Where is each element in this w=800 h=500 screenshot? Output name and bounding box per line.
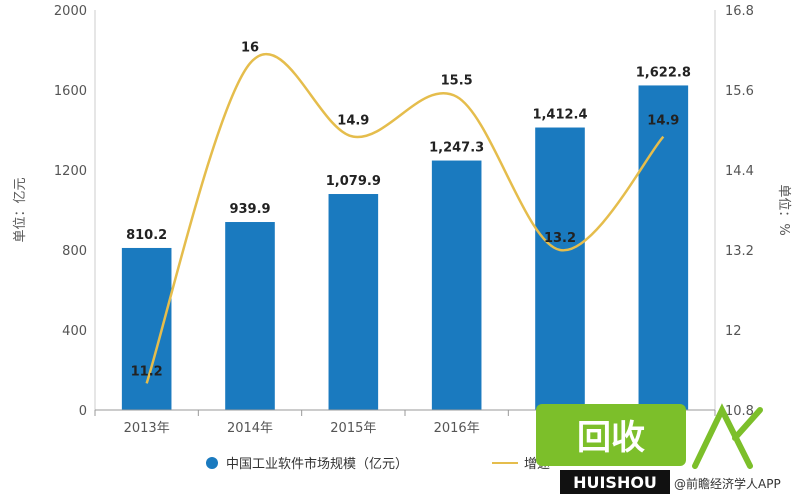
plot-area: 810.2 939.9 1,079.9 1,247.3 1,412.4 1,622.8 11… [121, 40, 691, 411]
watermark-logo-box [536, 404, 686, 466]
bar-3 [431, 160, 482, 410]
growth-line [145, 53, 665, 384]
bar-1 [225, 222, 275, 410]
line-value-label: 11.2 [131, 364, 163, 379]
watermark-domain-box [560, 470, 670, 494]
bar-5 [638, 85, 689, 410]
watermark-domain-text: HUISHOU [573, 473, 657, 492]
line-value-label: 15.5 [441, 74, 473, 89]
y-tick-label: 0 [79, 404, 87, 419]
y-axis-label: 单位：亿元 [13, 177, 28, 242]
y-tick-label: 400 [62, 324, 87, 339]
x-tick-label: 2014年 [227, 421, 273, 436]
y2-tick-label: 16.8 [725, 4, 754, 19]
y-tick-label: 800 [62, 244, 87, 259]
bar-value-label: 1,247.3 [429, 141, 484, 156]
y-tick-label: 1200 [54, 164, 87, 179]
y2-tick-label: 14.4 [725, 164, 754, 179]
watermark-mark-icon [692, 403, 763, 469]
line-value-label: 14.9 [647, 114, 679, 129]
y2-tick-label: 13.2 [725, 244, 754, 259]
y2-axis-label: 单位：% [776, 184, 791, 235]
line-value-label: 16 [241, 40, 259, 55]
bar-value-label: 1,079.9 [326, 174, 381, 189]
x-tick-label: 2015年 [330, 421, 376, 436]
watermark: 回收 HUISHOU @前瞻经济学人APP [536, 403, 781, 494]
y2-tick-label: 15.6 [725, 84, 754, 99]
bar-value-label: 939.9 [229, 202, 270, 217]
y2-tick-label: 12 [725, 324, 742, 339]
bar-2 [328, 194, 379, 410]
bar-4 [535, 127, 585, 411]
y2-tick-label: 10.8 [725, 404, 754, 419]
y-tick-label: 2000 [54, 4, 87, 19]
bar-0 [121, 247, 172, 410]
left-axis: 0 400 800 1200 1600 2000 [54, 4, 96, 419]
legend: 中国工业软件市场规模（亿元） 增速 [206, 456, 550, 472]
x-tick-label: 2016年 [434, 421, 480, 436]
line-value-label: 13.2 [544, 231, 576, 246]
line-value-label: 14.9 [337, 114, 369, 129]
watermark-logo-text: 回收 [577, 418, 645, 458]
bar-value-label: 1,622.8 [636, 65, 691, 80]
bar-value-label: 1,412.4 [532, 108, 587, 123]
watermark-source-text: @前瞻经济学人APP [674, 476, 781, 491]
right-axis: 10.8 12 13.2 14.4 15.6 16.8 [714, 4, 754, 419]
x-tick-label: 2013年 [124, 421, 170, 436]
legend-bar-label: 中国工业软件市场规模（亿元） [226, 456, 408, 472]
legend-bar-marker [206, 457, 218, 469]
bar-value-label: 810.2 [126, 228, 167, 243]
y-tick-label: 1600 [54, 84, 87, 99]
